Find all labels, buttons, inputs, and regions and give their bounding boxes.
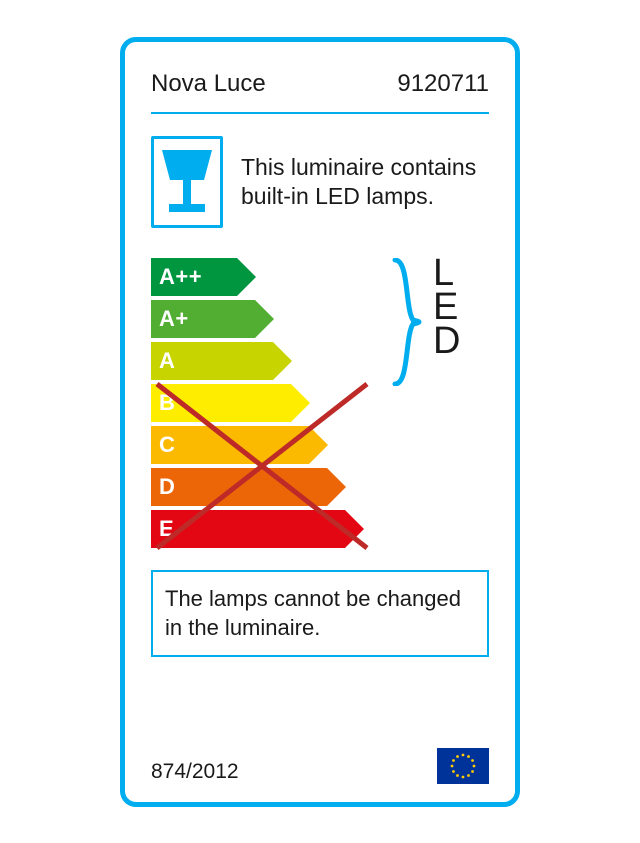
led-vertical-label: L E D <box>433 256 461 358</box>
footer-row: 874/2012 <box>151 748 489 784</box>
energy-arrow-row: E <box>151 510 387 548</box>
header-row: Nova Luce 9120711 <box>151 70 489 114</box>
energy-arrow-row: A <box>151 342 387 380</box>
lamp-icon <box>154 146 220 218</box>
lamp-icon-box <box>151 136 223 228</box>
arrow-tip <box>291 384 310 422</box>
energy-class-label: C <box>151 426 309 464</box>
arrow-tip <box>327 468 346 506</box>
note-box: The lamps cannot be changed in the lumin… <box>151 570 489 657</box>
energy-class-label: E <box>151 510 345 548</box>
luminaire-info-row: This luminaire contains built-in LED lam… <box>151 136 489 228</box>
arrow-tip <box>309 426 328 464</box>
arrow-tip <box>345 510 364 548</box>
led-bracket <box>391 258 431 386</box>
led-letter: L <box>433 256 461 290</box>
energy-class-label: A+ <box>151 300 255 338</box>
arrow-tip <box>237 258 256 296</box>
eu-flag-icon <box>437 748 489 784</box>
energy-arrow-row: D <box>151 468 387 506</box>
energy-arrow-row: A++ <box>151 258 387 296</box>
energy-rating-block: A++A+ABCDE L E D <box>151 258 489 568</box>
energy-arrow-row: A+ <box>151 300 387 338</box>
model-number: 9120711 <box>397 70 489 98</box>
arrow-tip <box>255 300 274 338</box>
energy-label-card: Nova Luce 9120711 This luminaire contain… <box>120 37 520 807</box>
regulation-number: 874/2012 <box>151 760 239 784</box>
energy-arrow-row: C <box>151 426 387 464</box>
led-letter: E <box>433 290 461 324</box>
energy-class-label: A++ <box>151 258 237 296</box>
brand-name: Nova Luce <box>151 70 266 98</box>
energy-arrow-row: B <box>151 384 387 422</box>
energy-class-label: A <box>151 342 273 380</box>
energy-class-label: D <box>151 468 327 506</box>
luminaire-info-text: This luminaire contains built-in LED lam… <box>241 153 489 211</box>
arrow-tip <box>273 342 292 380</box>
energy-arrows: A++ A+ ABCDE <box>151 258 387 552</box>
led-letter: D <box>433 324 461 358</box>
energy-class-label: B <box>151 384 291 422</box>
